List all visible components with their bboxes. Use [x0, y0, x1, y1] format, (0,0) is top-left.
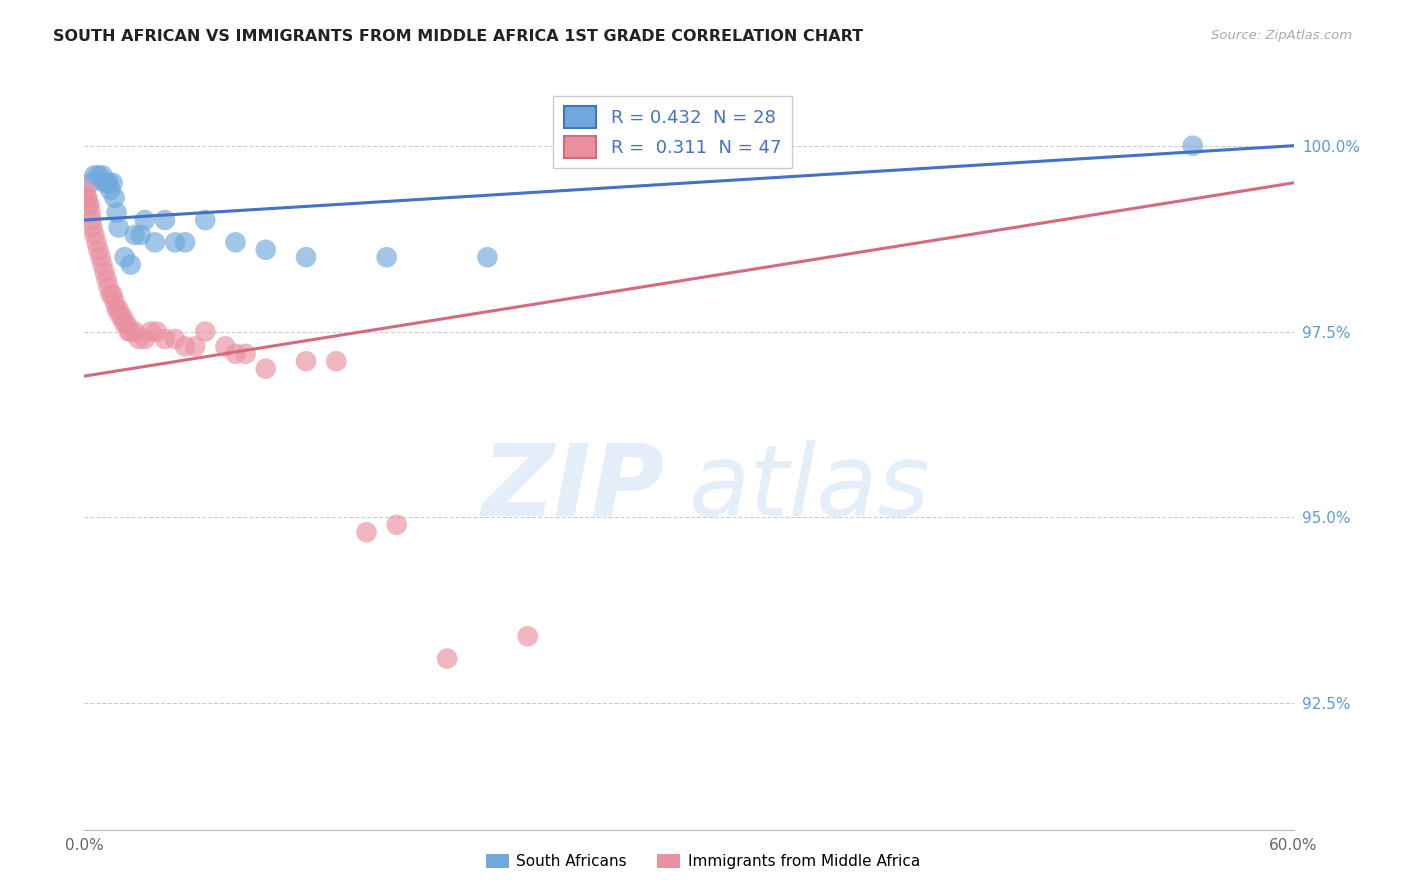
Point: [254, 243, 277, 257]
Point: [93, 265, 115, 279]
Point: [436, 651, 458, 665]
Point: [115, 317, 138, 331]
Point: [97, 176, 120, 190]
Point: [114, 250, 136, 264]
Point: [96, 272, 118, 286]
Point: [184, 339, 207, 353]
Point: [83, 169, 105, 183]
Point: [93, 176, 115, 190]
Point: [107, 220, 129, 235]
Point: [165, 235, 187, 250]
Point: [104, 294, 127, 309]
Point: [325, 354, 347, 368]
Point: [225, 235, 247, 250]
Point: [477, 250, 499, 264]
Point: [80, 213, 103, 227]
Point: [101, 176, 124, 190]
Point: [385, 517, 408, 532]
Point: [375, 250, 398, 264]
Point: [75, 183, 97, 197]
Point: [139, 325, 162, 339]
Point: [107, 302, 129, 317]
Point: [146, 325, 169, 339]
Point: [100, 183, 122, 197]
Point: [129, 227, 152, 242]
Text: SOUTH AFRICAN VS IMMIGRANTS FROM MIDDLE AFRICA 1ST GRADE CORRELATION CHART: SOUTH AFRICAN VS IMMIGRANTS FROM MIDDLE …: [53, 29, 863, 44]
Point: [76, 191, 98, 205]
Point: [111, 310, 134, 324]
Point: [82, 220, 104, 235]
Point: [120, 258, 142, 272]
Point: [110, 310, 132, 324]
Point: [134, 213, 156, 227]
Point: [1181, 138, 1204, 153]
Point: [165, 332, 187, 346]
Point: [97, 280, 120, 294]
Point: [75, 191, 97, 205]
Point: [105, 302, 128, 317]
Point: [120, 325, 142, 339]
Point: [295, 250, 318, 264]
Point: [118, 325, 141, 339]
Point: [96, 176, 118, 190]
Point: [91, 169, 114, 183]
Point: [87, 243, 110, 257]
Point: [134, 332, 156, 346]
Point: [79, 176, 101, 190]
Legend: R = 0.432  N = 28, R =  0.311  N = 47: R = 0.432 N = 28, R = 0.311 N = 47: [553, 95, 792, 169]
Point: [104, 191, 127, 205]
Text: atlas: atlas: [689, 440, 931, 537]
Point: [214, 339, 236, 353]
Point: [77, 198, 100, 212]
Point: [356, 525, 378, 540]
Point: [87, 169, 110, 183]
Point: [100, 287, 122, 301]
Point: [235, 347, 257, 361]
Point: [225, 347, 247, 361]
Point: [194, 213, 217, 227]
Text: ZIP: ZIP: [482, 440, 665, 537]
Point: [105, 205, 128, 219]
Legend: South Africans, Immigrants from Middle Africa: South Africans, Immigrants from Middle A…: [479, 848, 927, 875]
Point: [153, 213, 176, 227]
Point: [86, 235, 108, 250]
Point: [295, 354, 318, 368]
Point: [114, 317, 136, 331]
Point: [153, 332, 176, 346]
Point: [83, 227, 105, 242]
Point: [128, 332, 150, 346]
Point: [89, 250, 111, 264]
Point: [516, 629, 538, 643]
Point: [124, 325, 146, 339]
Point: [194, 325, 217, 339]
Text: Source: ZipAtlas.com: Source: ZipAtlas.com: [1212, 29, 1353, 42]
Point: [174, 235, 197, 250]
Point: [254, 361, 277, 376]
Point: [79, 198, 101, 212]
Point: [79, 205, 101, 219]
Point: [143, 235, 166, 250]
Point: [124, 227, 146, 242]
Point: [174, 339, 197, 353]
Point: [101, 287, 124, 301]
Point: [91, 258, 114, 272]
